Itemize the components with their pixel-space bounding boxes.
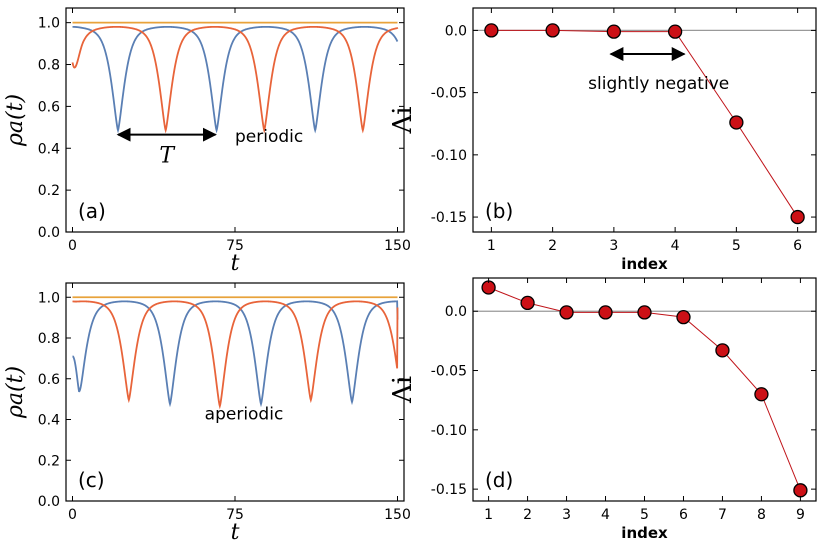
x-tick-label: 75 [226, 507, 244, 523]
x-tick-label: 2 [523, 507, 532, 523]
x-tick-label: 4 [671, 238, 680, 254]
panel-label: (b) [485, 199, 513, 223]
y-tick-label: 0.8 [38, 331, 60, 347]
data-point-2 [545, 23, 560, 38]
data-point-7 [715, 343, 730, 358]
data-point-2 [520, 295, 535, 311]
panel-label: (c) [78, 468, 105, 492]
y-tick-label: 0.4 [38, 413, 60, 429]
data-point-1 [484, 23, 499, 38]
y-tick-label: 0.0 [445, 304, 467, 320]
data-point-5 [729, 115, 744, 130]
y-tick-label: 0.6 [38, 372, 60, 388]
y-tick-label: -0.10 [431, 148, 467, 164]
data-point-6 [676, 309, 691, 325]
x-tick-label: 6 [793, 238, 802, 254]
data-point-8 [754, 387, 769, 402]
series-connector-line [491, 29, 799, 218]
y-tick-label: -0.05 [431, 86, 467, 102]
y-tick-label: 0.2 [38, 453, 60, 469]
data-point-9 [793, 483, 808, 498]
x-tick-label: 150 [384, 238, 411, 254]
y-axis-label: Λi [388, 106, 418, 134]
x-tick-label: 3 [562, 507, 571, 523]
y-tick-label: 0.8 [38, 58, 60, 74]
y-tick-label: 0.0 [38, 225, 60, 241]
x-tick-label: 6 [679, 507, 688, 523]
data-point-6 [790, 209, 805, 225]
x-axis-label: index [621, 524, 668, 542]
x-tick-label: 8 [757, 507, 766, 523]
y-tick-label: 0.0 [38, 494, 60, 510]
y-tick-label: 0.2 [38, 183, 60, 199]
slightly-negative-annotation: slightly negative [588, 74, 729, 94]
series-line-orange [72, 300, 399, 410]
series-line-blue [72, 25, 399, 134]
y-axis-label: ρa(t) [3, 94, 28, 147]
data-point-5 [637, 305, 652, 320]
data-point-3 [606, 24, 622, 39]
x-tick-label: 3 [609, 238, 618, 254]
data-point-3 [559, 305, 574, 320]
period-arrow-label: T [159, 144, 176, 169]
panel-label: (d) [485, 468, 513, 492]
x-tick-label: 1 [487, 238, 496, 254]
series-line-blue [72, 300, 399, 408]
y-tick-label: 1.0 [38, 290, 60, 306]
x-tick-label: 5 [732, 238, 741, 254]
x-tick-label: 0 [68, 238, 77, 254]
panel-label: (a) [78, 199, 106, 223]
y-tick-label: 0.4 [38, 141, 60, 157]
panel-b: 1 2 3 4 5 6 0.0 -0.05 -0.10 -0.15 index Λi (b) slight… [388, 7, 817, 273]
y-tick-label: 0.6 [38, 99, 60, 115]
data-point-4 [598, 305, 613, 320]
x-tick-label: 7 [718, 507, 727, 523]
y-tick-label: 1.0 [38, 16, 60, 32]
y-tick-label: 0.0 [445, 23, 467, 39]
x-tick-label: 4 [601, 507, 610, 523]
y-tick-label: -0.10 [431, 423, 467, 439]
y-axis-label: Λi [388, 376, 418, 404]
x-axis-label: t [231, 520, 240, 545]
panel-a: 0 75 150 0.0 0.2 0.4 0.6 0.8 1.0 t ρa(t) (a) Tperiod… [3, 7, 411, 276]
plot-frame [472, 7, 817, 233]
periodic-annotation: periodic [235, 127, 303, 147]
x-axis-label: index [621, 255, 668, 273]
x-tick-label: 0 [68, 507, 77, 523]
y-axis-label: ρa(t) [3, 366, 28, 419]
x-tick-label: 9 [796, 507, 805, 523]
x-axis-label: t [231, 251, 240, 276]
x-tick-label: 150 [384, 507, 411, 523]
x-tick-label: 2 [548, 238, 557, 254]
series-line-orange [71, 25, 399, 134]
y-tick-label: -0.15 [431, 210, 467, 226]
data-point-4 [667, 24, 683, 39]
panel-c: 0 75 150 0.0 0.2 0.4 0.6 0.8 1.0 t ρa(t) (c) aperiod… [3, 282, 411, 545]
x-tick-label: 5 [640, 507, 649, 523]
x-tick-label: 1 [484, 507, 493, 523]
panel-d: 1 2 3 4 5 6 7 8 9 0.0 -0.05 -0.10 -0.15 index Λi (d) [388, 277, 817, 542]
y-tick-label: -0.05 [431, 364, 467, 380]
y-tick-label: -0.15 [431, 482, 467, 498]
x-tick-label: 75 [226, 238, 244, 254]
aperiodic-annotation: aperiodic [205, 405, 284, 425]
